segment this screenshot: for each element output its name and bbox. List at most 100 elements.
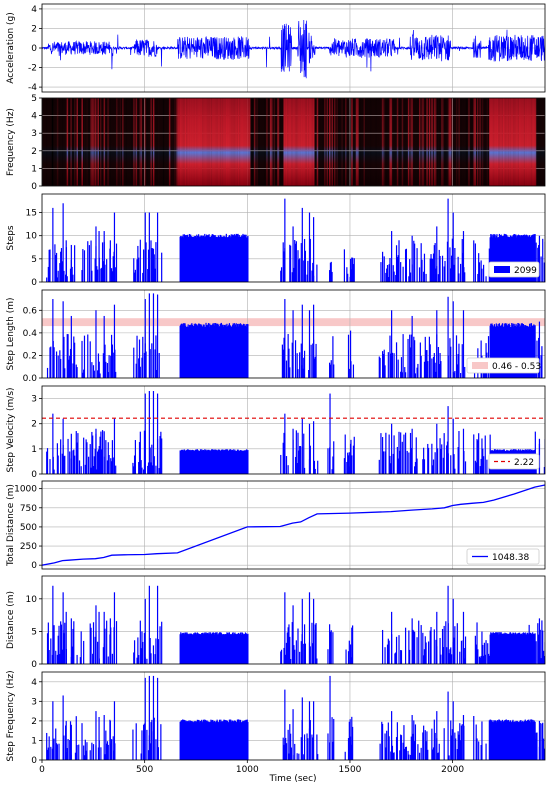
bar	[64, 368, 66, 378]
bar	[215, 449, 217, 474]
bar	[148, 212, 150, 282]
bar	[407, 338, 409, 378]
bar	[46, 451, 48, 474]
spectrogram-column	[77, 98, 80, 186]
bar	[511, 722, 513, 760]
bar	[512, 323, 514, 378]
bar	[434, 362, 436, 378]
bar	[95, 605, 97, 664]
bar	[395, 245, 398, 282]
spectrogram-column	[45, 98, 48, 186]
bar	[195, 449, 197, 474]
bar	[414, 243, 416, 282]
bar	[240, 450, 242, 474]
bar	[98, 361, 100, 378]
bar	[455, 738, 457, 760]
bar	[103, 231, 105, 282]
spectrogram-column	[503, 98, 506, 186]
bar	[237, 233, 239, 282]
bar	[495, 323, 497, 378]
bar	[138, 442, 141, 474]
bar	[425, 741, 427, 760]
spectrogram-column	[230, 98, 233, 186]
bar	[144, 212, 146, 282]
bar	[533, 234, 536, 282]
spectrogram-column	[155, 98, 157, 186]
spectrogram-column	[519, 98, 522, 186]
bar	[214, 720, 216, 760]
spectrogram-column	[178, 98, 181, 186]
bar	[207, 324, 209, 378]
bar	[218, 719, 221, 760]
bar	[400, 357, 403, 378]
bar	[237, 449, 239, 474]
bar	[425, 350, 427, 378]
bar	[449, 247, 451, 282]
bar	[62, 418, 64, 474]
spectrogram-column	[331, 98, 334, 186]
spectrogram-column	[74, 98, 76, 186]
bar	[64, 622, 66, 664]
spectrogram-column	[283, 98, 285, 186]
bar	[481, 438, 483, 474]
bar	[64, 274, 67, 282]
spectrogram-column	[381, 98, 384, 186]
bar	[113, 592, 116, 664]
bar	[102, 353, 104, 378]
bar	[493, 633, 495, 664]
bar	[110, 461, 113, 474]
bar	[217, 634, 219, 664]
bar	[90, 467, 92, 474]
spectrogram-column	[487, 98, 490, 186]
bar	[514, 721, 516, 760]
bar	[109, 720, 111, 760]
spectrogram-column	[128, 98, 130, 186]
spectrogram-column	[377, 98, 379, 186]
bar	[395, 636, 398, 664]
bar	[282, 442, 284, 474]
bar	[186, 326, 188, 378]
spectrogram-column	[260, 98, 262, 186]
bar	[115, 465, 117, 474]
bar	[333, 364, 335, 378]
bar	[233, 234, 235, 282]
spectrogram-column	[309, 98, 311, 186]
bar	[101, 267, 103, 282]
spectrogram-column	[129, 98, 131, 186]
bar	[202, 449, 205, 474]
bar	[193, 450, 195, 474]
bar	[304, 250, 306, 282]
bar	[185, 632, 187, 664]
bar	[244, 633, 246, 664]
bar	[479, 657, 481, 664]
bar	[110, 355, 112, 378]
bar	[99, 436, 101, 474]
bar	[98, 716, 100, 760]
spectrogram-column	[333, 98, 336, 186]
bar	[236, 234, 238, 282]
bar	[313, 421, 315, 474]
bar	[330, 360, 332, 378]
spectrogram-column	[316, 98, 319, 186]
bar	[242, 233, 244, 282]
bar	[245, 234, 247, 282]
bar	[242, 720, 244, 760]
spectrogram-column	[199, 98, 202, 186]
bar	[227, 634, 229, 664]
bar	[231, 720, 234, 760]
bar	[385, 432, 387, 474]
bar	[527, 235, 529, 282]
bar	[420, 625, 422, 664]
bar	[352, 726, 354, 760]
bar	[433, 629, 435, 664]
bar	[101, 430, 104, 474]
bar	[456, 749, 458, 760]
bar	[56, 443, 58, 474]
bar	[152, 293, 155, 378]
bar	[433, 353, 435, 378]
bar	[212, 234, 214, 282]
spectrogram-column	[218, 98, 220, 186]
bar	[491, 234, 493, 282]
spectrogram-column	[308, 98, 310, 186]
